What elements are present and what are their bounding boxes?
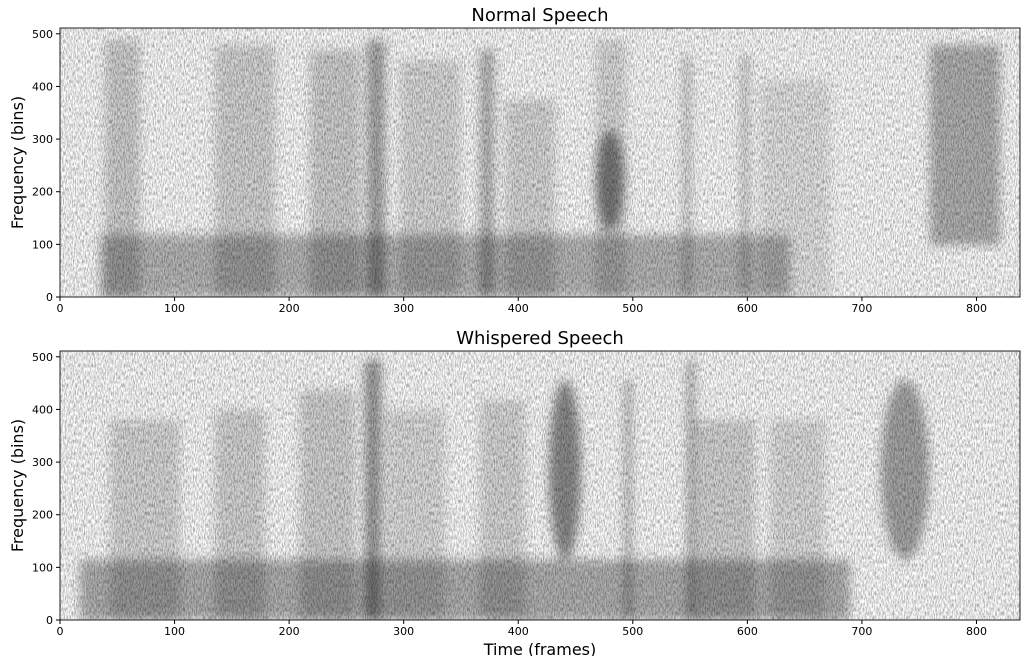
x-tick-label: 100 <box>164 625 185 638</box>
chart-title: Normal Speech <box>471 5 608 26</box>
x-tick-label: 0 <box>57 302 64 315</box>
x-tick-label: 700 <box>851 625 872 638</box>
axes-frame <box>59 27 1021 298</box>
y-tick-label: 500 <box>32 28 53 41</box>
x-tick-label: 700 <box>851 302 872 315</box>
spectrogram-texture <box>60 28 1020 297</box>
x-tick-label: 800 <box>966 302 987 315</box>
y-tick-label: 0 <box>46 291 53 304</box>
axes-frame <box>59 350 1021 621</box>
x-tick-label: 600 <box>737 625 758 638</box>
x-tick-label: 500 <box>622 302 643 315</box>
x-tick-label: 200 <box>279 302 300 315</box>
y-tick-label: 200 <box>32 186 53 199</box>
spectrogram-texture <box>60 351 1020 620</box>
x-axis-label: Time (frames) <box>483 640 597 656</box>
y-tick-label: 300 <box>32 133 53 146</box>
y-axis-label: Frequency (bins) <box>8 96 27 229</box>
x-tick-label: 200 <box>279 625 300 638</box>
x-tick-label: 800 <box>966 625 987 638</box>
x-tick-label: 300 <box>393 302 414 315</box>
y-axis-label: Frequency (bins) <box>8 419 27 552</box>
y-tick-label: 100 <box>32 238 53 251</box>
x-tick-label: 400 <box>508 625 529 638</box>
x-tick-label: 500 <box>622 625 643 638</box>
y-tick-label: 0 <box>46 614 53 627</box>
y-tick-label: 400 <box>32 403 53 416</box>
y-tick-label: 400 <box>32 80 53 93</box>
chart-title: Whispered Speech <box>456 328 624 349</box>
x-tick-label: 0 <box>57 625 64 638</box>
x-tick-label: 400 <box>508 302 529 315</box>
x-tick-label: 100 <box>164 302 185 315</box>
y-tick-label: 500 <box>32 351 53 364</box>
y-tick-label: 200 <box>32 509 53 522</box>
x-tick-label: 600 <box>737 302 758 315</box>
y-tick-label: 300 <box>32 456 53 469</box>
x-tick-label: 300 <box>393 625 414 638</box>
chart-panel: 0 100 200 300 400 500 600 700 800 0 100 200 300 400 50… <box>8 5 1021 315</box>
chart-panel: 0 100 200 300 400 500 600 700 800 0 100 200 300 400 50… <box>8 328 1021 656</box>
y-tick-label: 100 <box>32 561 53 574</box>
